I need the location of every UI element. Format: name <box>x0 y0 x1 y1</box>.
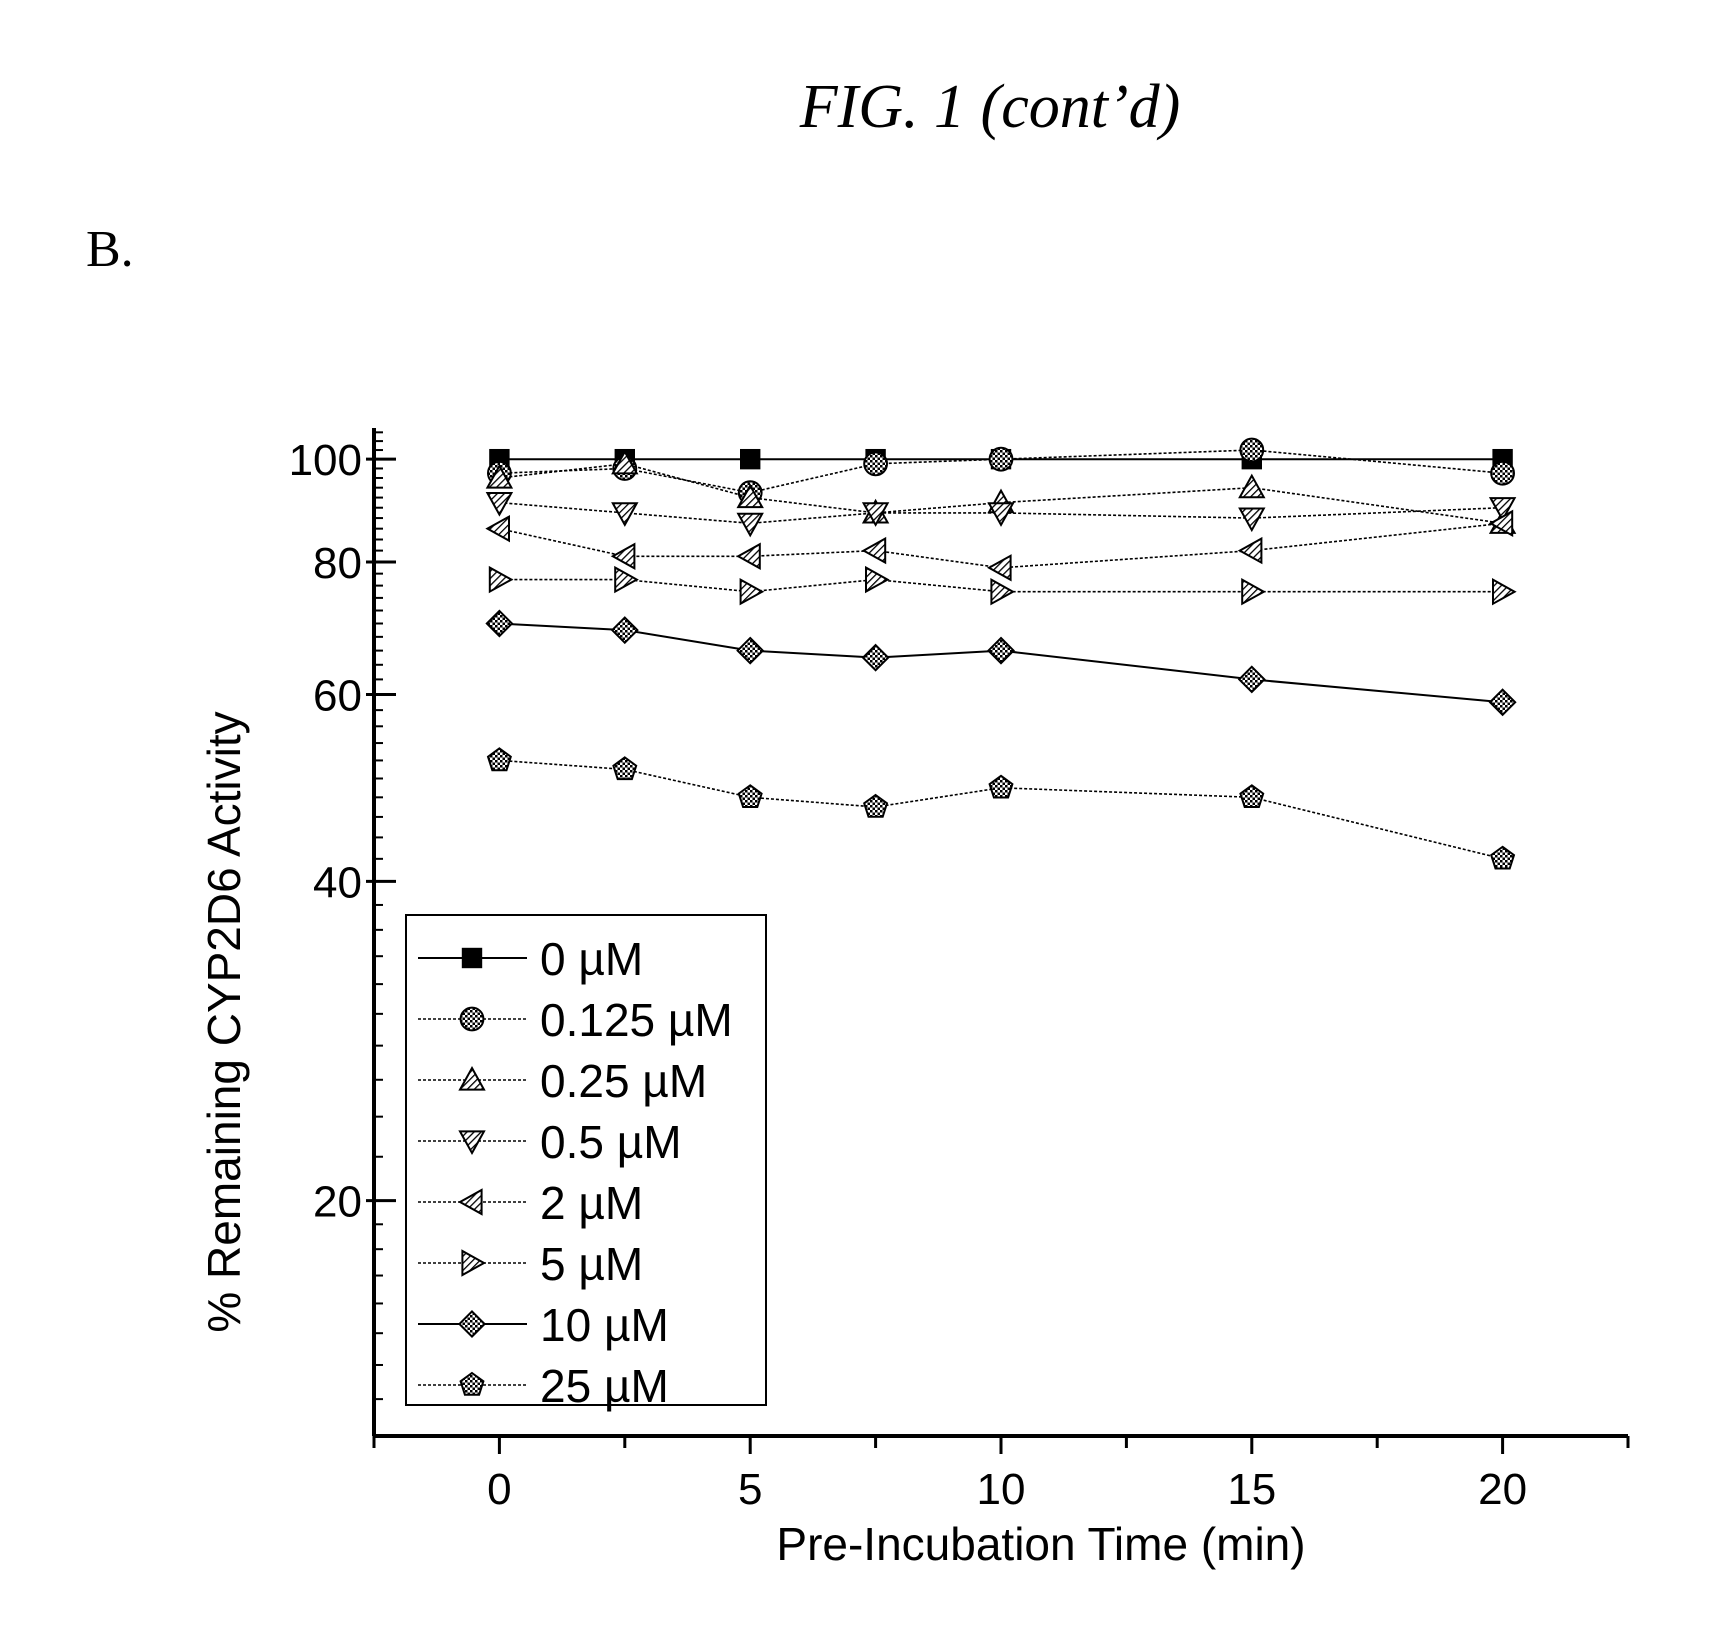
marker-triangle-right <box>741 580 763 604</box>
legend-label: 2 µM <box>540 1177 643 1229</box>
x-tick-label: 0 <box>487 1465 511 1514</box>
legend-label: 5 µM <box>540 1238 643 1290</box>
marker-triangle-right <box>490 568 512 592</box>
marker-triangle-left <box>864 539 886 563</box>
marker-triangle-right <box>1493 580 1515 604</box>
y-axis-label: % Remaining CYP2D6 Activity <box>198 711 250 1332</box>
marker-circle <box>1491 462 1514 485</box>
marker-triangle-right <box>1242 580 1264 604</box>
x-tick-label: 10 <box>977 1465 1026 1514</box>
marker-triangle-left <box>738 544 760 568</box>
y-tick-label: 60 <box>313 672 362 721</box>
marker-diamond <box>863 645 888 670</box>
marker-diamond <box>1239 667 1264 692</box>
x-tick-label: 15 <box>1227 1465 1276 1514</box>
marker-pentagon <box>613 757 636 779</box>
marker-pentagon <box>739 785 762 807</box>
legend-label: 25 µM <box>540 1360 669 1412</box>
legend-label: 10 µM <box>540 1299 669 1351</box>
marker-pentagon <box>1491 847 1514 869</box>
legend-label: 0.125 µM <box>540 994 733 1046</box>
marker-triangle-right <box>615 568 637 592</box>
marker-triangle-down <box>989 503 1013 525</box>
y-tick-label: 80 <box>313 539 362 588</box>
legend-label: 0 µM <box>540 933 643 985</box>
marker-square <box>462 948 482 968</box>
marker-triangle-right <box>991 580 1013 604</box>
marker-pentagon <box>990 776 1013 798</box>
marker-square <box>740 449 760 469</box>
y-tick-label: 100 <box>289 436 362 485</box>
marker-pentagon <box>488 748 511 770</box>
marker-triangle-down <box>613 503 637 525</box>
marker-triangle-left <box>487 517 509 541</box>
x-tick-label: 5 <box>738 1465 762 1514</box>
series-6 <box>487 611 1515 715</box>
x-axis-label: Pre-Incubation Time (min) <box>776 1518 1305 1570</box>
marker-pentagon <box>1240 785 1263 807</box>
series-group <box>487 439 1515 869</box>
marker-pentagon <box>864 795 887 817</box>
legend: 0 µM 0.125 µM 0.25 µM 0.5 µM 2 µM 5 µM 10 µM 25… <box>406 915 766 1412</box>
marker-triangle-left <box>989 556 1011 580</box>
legend-label: 0.5 µM <box>540 1116 682 1168</box>
y-tick-label: 20 <box>313 1178 362 1227</box>
marker-triangle-right <box>866 568 888 592</box>
marker-circle <box>461 1008 484 1031</box>
marker-circle <box>864 452 887 475</box>
marker-diamond <box>988 638 1013 663</box>
marker-triangle-left <box>613 544 635 568</box>
series-7 <box>488 748 1514 868</box>
marker-diamond <box>738 638 763 663</box>
marker-triangle-down <box>738 514 762 536</box>
marker-triangle-down <box>1240 508 1264 530</box>
marker-triangle-left <box>1240 539 1262 563</box>
x-tick-label: 20 <box>1478 1465 1527 1514</box>
marker-diamond <box>1490 690 1515 715</box>
y-tick-label: 40 <box>313 858 362 907</box>
marker-triangle-up <box>1240 476 1264 498</box>
marker-diamond <box>487 611 512 636</box>
marker-circle <box>1240 439 1263 462</box>
legend-label: 0.25 µM <box>540 1055 707 1107</box>
marker-circle <box>990 448 1013 471</box>
marker-triangle-down <box>487 493 511 515</box>
marker-diamond <box>612 618 637 643</box>
